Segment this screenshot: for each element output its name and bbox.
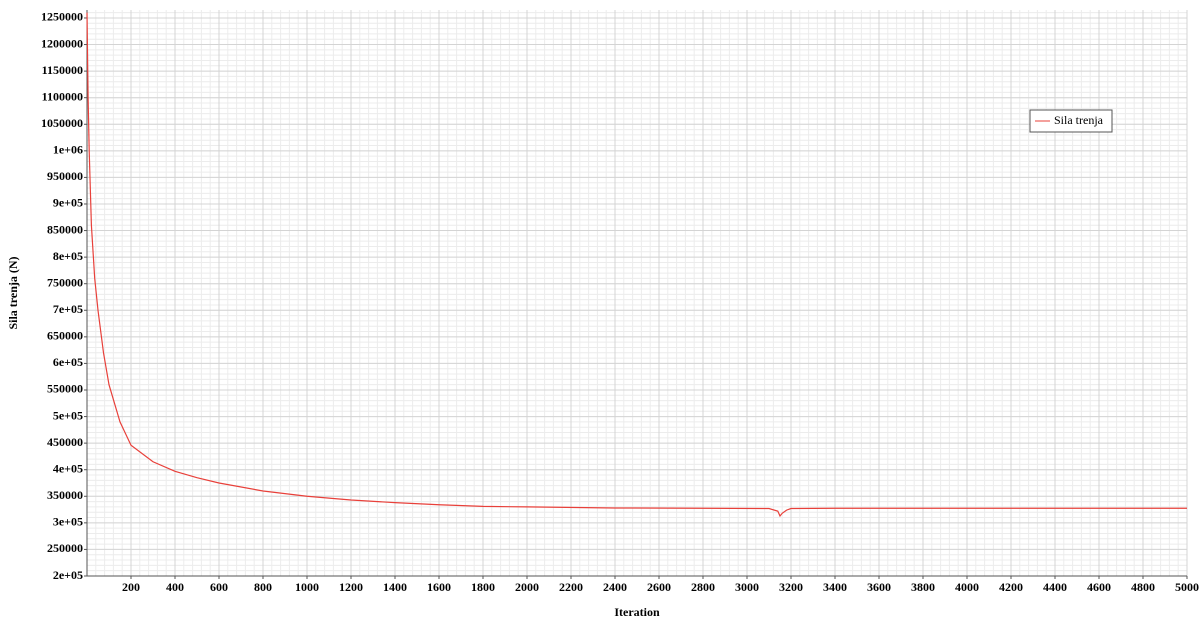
y-axis-label: Sila trenja (N) [6,256,20,329]
y-tick-label: 250000 [47,541,83,555]
y-tick-label: 450000 [47,435,83,449]
x-tick-label: 3000 [735,580,759,594]
y-tick-label: 8e+05 [53,249,83,263]
y-tick-label: 350000 [47,488,83,502]
series-line [86,12,1187,518]
y-tick-label: 1250000 [41,10,83,24]
y-tick-label: 2e+05 [53,568,83,582]
x-tick-label: 1000 [295,580,319,594]
x-axis-label: Iteration [614,605,660,619]
x-tick-label: 1200 [339,580,363,594]
x-tick-label: 200 [122,580,140,594]
x-tick-label: 2000 [515,580,539,594]
legend-label: Sila trenja [1054,113,1104,127]
y-tick-label: 950000 [47,169,83,183]
y-tick-label: 6e+05 [53,355,83,369]
x-tick-label: 2200 [559,580,583,594]
x-tick-label: 3800 [911,580,935,594]
x-tick-label: 5000 [1175,580,1199,594]
x-tick-label: 3400 [823,580,847,594]
legend-box [1029,109,1113,133]
y-tick-label: 9e+05 [53,196,83,210]
x-tick-label: 2400 [603,580,627,594]
x-tick-label: 4200 [999,580,1023,594]
y-tick-label: 850000 [47,222,83,236]
y-tick-label: 650000 [47,329,83,343]
x-tick-label: 4800 [1131,580,1155,594]
y-tick-label: 1e+06 [53,143,83,157]
plot-area [87,10,1187,576]
y-tick-label: 3e+05 [53,515,83,529]
x-tick-label: 2600 [647,580,671,594]
x-tick-label: 4600 [1087,580,1111,594]
y-tick-label: 5e+05 [53,408,83,422]
y-tick-label: 750000 [47,275,83,289]
y-tick-label: 7e+05 [53,302,83,316]
x-tick-label: 600 [210,580,228,594]
x-tick-label: 4400 [1043,580,1067,594]
y-tick-label: 1150000 [42,63,83,77]
y-tick-label: 1200000 [41,36,83,50]
y-tick-label: 550000 [47,382,83,396]
x-tick-label: 3200 [779,580,803,594]
x-tick-label: 3600 [867,580,891,594]
y-tick-label: 1050000 [41,116,83,130]
y-tick-label: 1100000 [42,89,83,103]
x-tick-label: 800 [254,580,272,594]
x-tick-label: 400 [166,580,184,594]
x-tick-label: 2800 [691,580,715,594]
x-tick-label: 1800 [471,580,495,594]
x-tick-label: 1600 [427,580,451,594]
x-tick-label: 4000 [955,580,979,594]
y-tick-label: 4e+05 [53,461,83,475]
x-tick-label: 1400 [383,580,407,594]
